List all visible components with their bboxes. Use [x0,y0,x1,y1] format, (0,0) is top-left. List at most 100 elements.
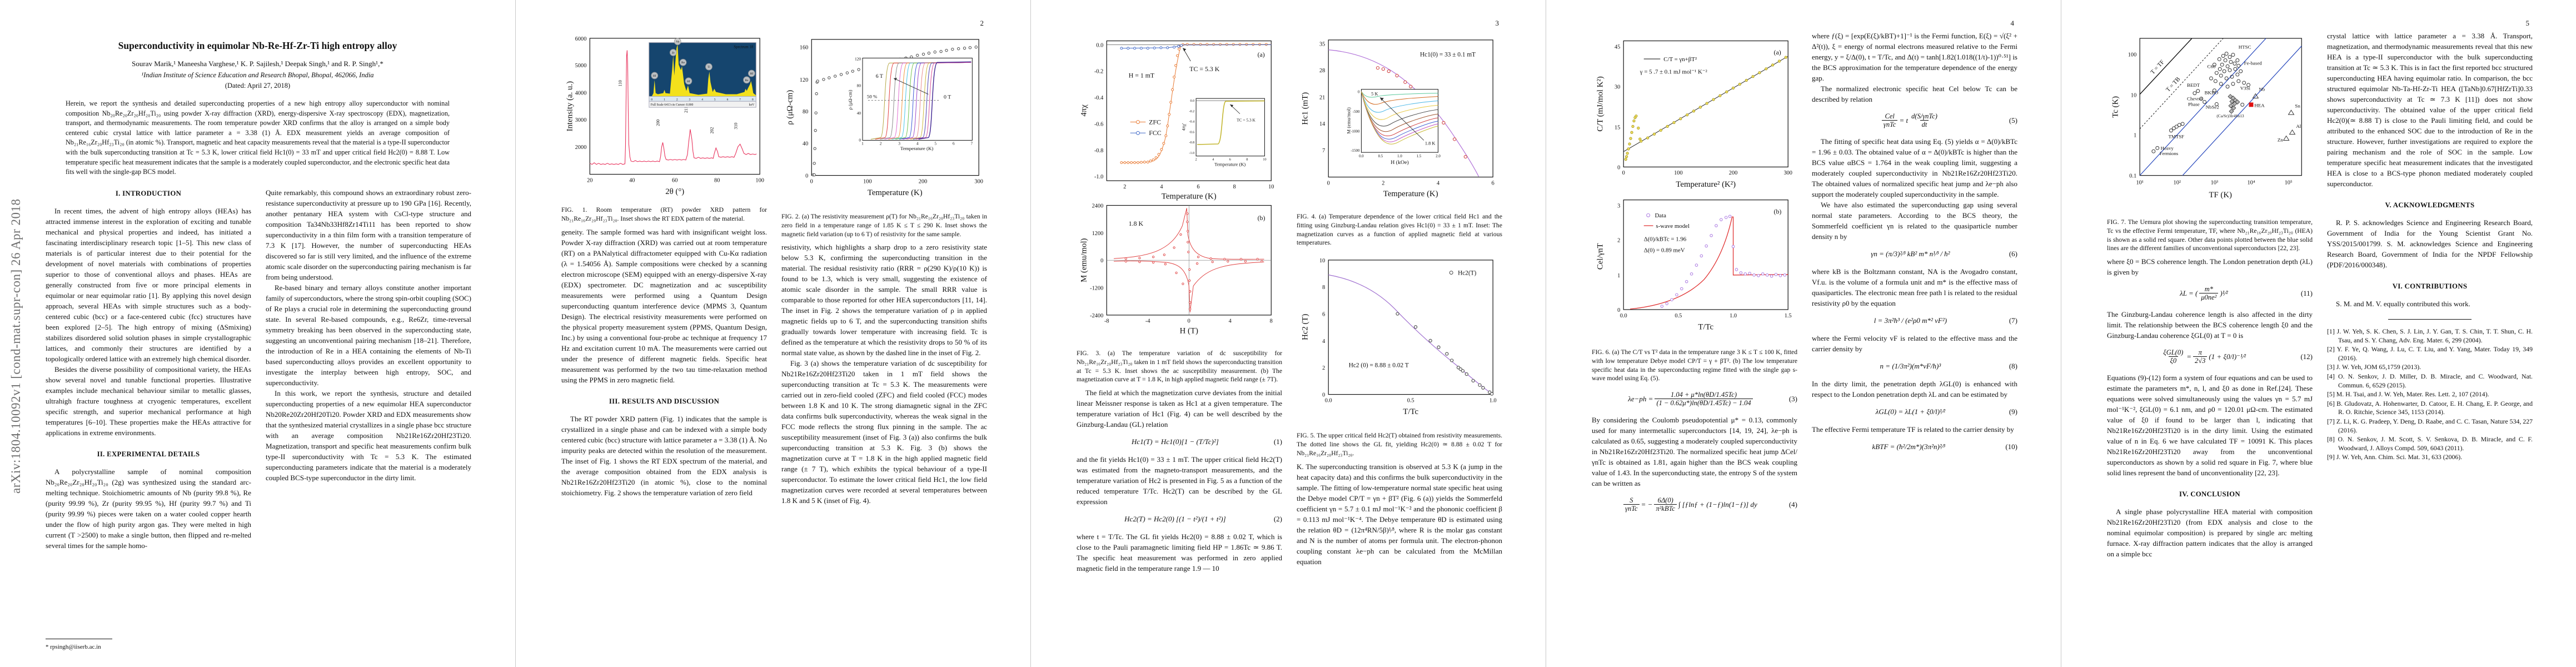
tick: -8 [1104,318,1109,325]
tick: 1 [861,141,864,146]
edx-tick: 2 [676,98,678,101]
tick: 2 [1123,184,1126,190]
reference-item: [9] J. W. Yeh, Ann. Chim. Sci. Mat. 31, … [2327,453,2463,461]
tick: 4 [1212,158,1214,162]
edx-element: Hf [687,79,690,83]
tick: 0 [1358,91,1360,94]
tick: 0 [1100,258,1103,264]
equation-denominator: γnTc [1623,504,1640,512]
author-line: Sourav Marik,¹ Maneesha Varghese,¹ K. P.… [132,59,383,68]
equation-tail: )¹⁄² [2220,288,2228,297]
equation-number: (4) [1788,500,1797,509]
paragraph: In the dirty limit, the penetration dept… [1812,380,2017,399]
equation-number: (2) [1273,515,1282,524]
tick: 0.5 [1675,313,1682,319]
tick: 1.5 [1417,155,1422,158]
inset-x-label: H (kOe) [1391,160,1409,166]
gap-value-label: Δ(0) = 0.89 meV [1644,247,1685,253]
legend-hc2: Hc2(T) [1458,270,1477,277]
elemental-sc-triangles [2252,93,2296,141]
tick: 5000 [575,63,587,69]
paragraph: A single phase polycrystalline HEA mater… [2107,507,2313,559]
tick: 8 [1322,285,1325,291]
inset-y-label: ρ (μΩ-cm) [848,89,853,109]
figure-5-caption: FIG. 5. The upper critical field Hc2(T) … [1297,432,1502,457]
tick: 4 [1160,184,1163,190]
legend-s-wave: s-wave model [1656,223,1690,230]
tick: 8 [1233,184,1236,190]
peak-label-202: 202 [709,127,714,134]
equation-denominator: γnTc [1881,120,1898,128]
label-htsc: HTSC [2239,44,2251,50]
edx-tick: 8 [752,98,754,101]
tick: 6 [1197,184,1199,190]
figure-5-hc2: 0 2 4 6 8 10 0.0 0.5 1.0 T/Tc [1297,251,1502,426]
susceptibility-plot: 0.0 -0.2 -0.4 -0.6 -0.8 -1.0 2 4 6 8 [1080,40,1274,335]
paragraph: R. P. S. acknowledges Science and Engine… [2327,218,2533,269]
page5-left-column: 0.1 1 10 100 10¹ 10² 10³ 10⁴ 10⁵ TF ( [2107,31,2313,648]
tick: 40 [629,177,635,183]
equation-body: Hc1(T) = Hc1(0)[1 − (T/Tc)²] [1132,437,1219,446]
equation-7: l = 3π²ħ³ / (e²ρ0 m*² vF²) (7) [1812,316,2017,325]
specific-heat-plot: 0 15 30 45 0 100 200 300 Temperature² (K… [1596,40,1792,331]
peak-label-211: 211 [684,106,689,113]
inset-50pct-label: 50 % [867,93,878,99]
tick: 4000 [575,90,587,96]
equation-tail: ∫ [ƒlnƒ + (1−ƒ)ln(1−ƒ)] dy [1678,500,1757,509]
paragraph: The normalized electronic specific heat … [1812,84,2017,103]
paragraph: where t = T/Tc. The GL fit yields Hc2(0)… [1077,532,1282,573]
equation-mid: = [2186,352,2192,361]
inset-x-label: Temperature (K) [900,146,933,151]
tick: 2 [1322,365,1325,371]
paragraph: The field at which the magnetization cur… [1077,389,1282,429]
equation-number: (7) [2009,316,2017,325]
panel-a-label: (a) [1258,51,1265,58]
hc2-points [1396,312,1494,396]
equation-number: (1) [1273,437,1282,446]
edx-kev: keV [749,103,755,107]
panel-a-label: (a) [1774,48,1781,56]
tick: 2400 [1092,203,1104,209]
tick: 0 [1622,170,1625,176]
tick: 6 [1229,158,1232,162]
tick: 6 [953,141,955,146]
equation-2: Hc2(T) = Hc2(0) [(1 − t²)/(1 + t²)] (2) [1077,515,1282,524]
equation-body: λGL(0) = λL(1 + ξ0/l)¹⁄² [1875,407,1946,416]
tick: 10 [1319,258,1325,264]
section-acknowledgments: V. ACKNOWLEDGMENTS [2385,201,2475,209]
unconventional-sc-points [2151,52,2251,153]
date-line: (Dated: April 27, 2018) [225,82,291,89]
tick: 21 [1319,94,1325,101]
footnote-email[interactable]: * rpsingh@iiserb.ac.in [46,644,101,650]
edx-tick: 6 [727,98,729,101]
tick: 35 [1319,42,1325,48]
page-5: 5 0.1 1 10 100 10¹ 10² [2061,0,2576,667]
section-introduction: I. INTRODUCTION [115,189,182,197]
paragraph: Re-based binary and ternary alloys const… [266,283,471,387]
tick: 0.0 [1325,398,1332,404]
tick: 10² [2174,180,2181,186]
ac-susceptibility-inset: TC = 5.3 K 0.0 -0.2 -0.4 -0.6 -0.8 -1.0 … [1181,98,1267,167]
equation-numerator: 1.04 + μ*ln(θD/1.45Tc) [1671,391,1737,399]
equation-11: λL = ( m* μ0ne² )¹⁄² (11) [2107,285,2313,301]
paragraph: and the fit yields Hc1(0) = 33 ± 1 mT. T… [1077,455,1282,506]
tick: 2 [1382,180,1384,186]
equation-9: λGL(0) = λL(1 + ξ0/l)¹⁄² (9) [1812,407,2017,416]
y-axis-label: Hc2 (T) [1301,314,1310,340]
edx-element: Hf [653,74,656,78]
paragraph: In this work, we report the synthesis, s… [266,389,471,482]
edx-tick: 0 [651,98,652,101]
equation-denominator: ξ0 [2168,356,2179,365]
tick: 1200 [1092,231,1104,237]
ct-points [1624,56,1787,161]
paragraph: The effective Fermi temperature TF is re… [1812,425,2014,434]
paragraph: K. The superconducting transition is obs… [1297,462,1502,566]
label-bedt: BEDT [2187,82,2200,88]
edx-inset: Spectrum 18 Hf Zr Nb Re Hf Ti [649,38,756,108]
tick: 0 [1617,165,1620,171]
tick: -1500 [1351,149,1360,153]
tick: -1000 [1351,130,1360,134]
edx-element: Zr [672,51,675,54]
tick: -4 [1145,318,1150,325]
